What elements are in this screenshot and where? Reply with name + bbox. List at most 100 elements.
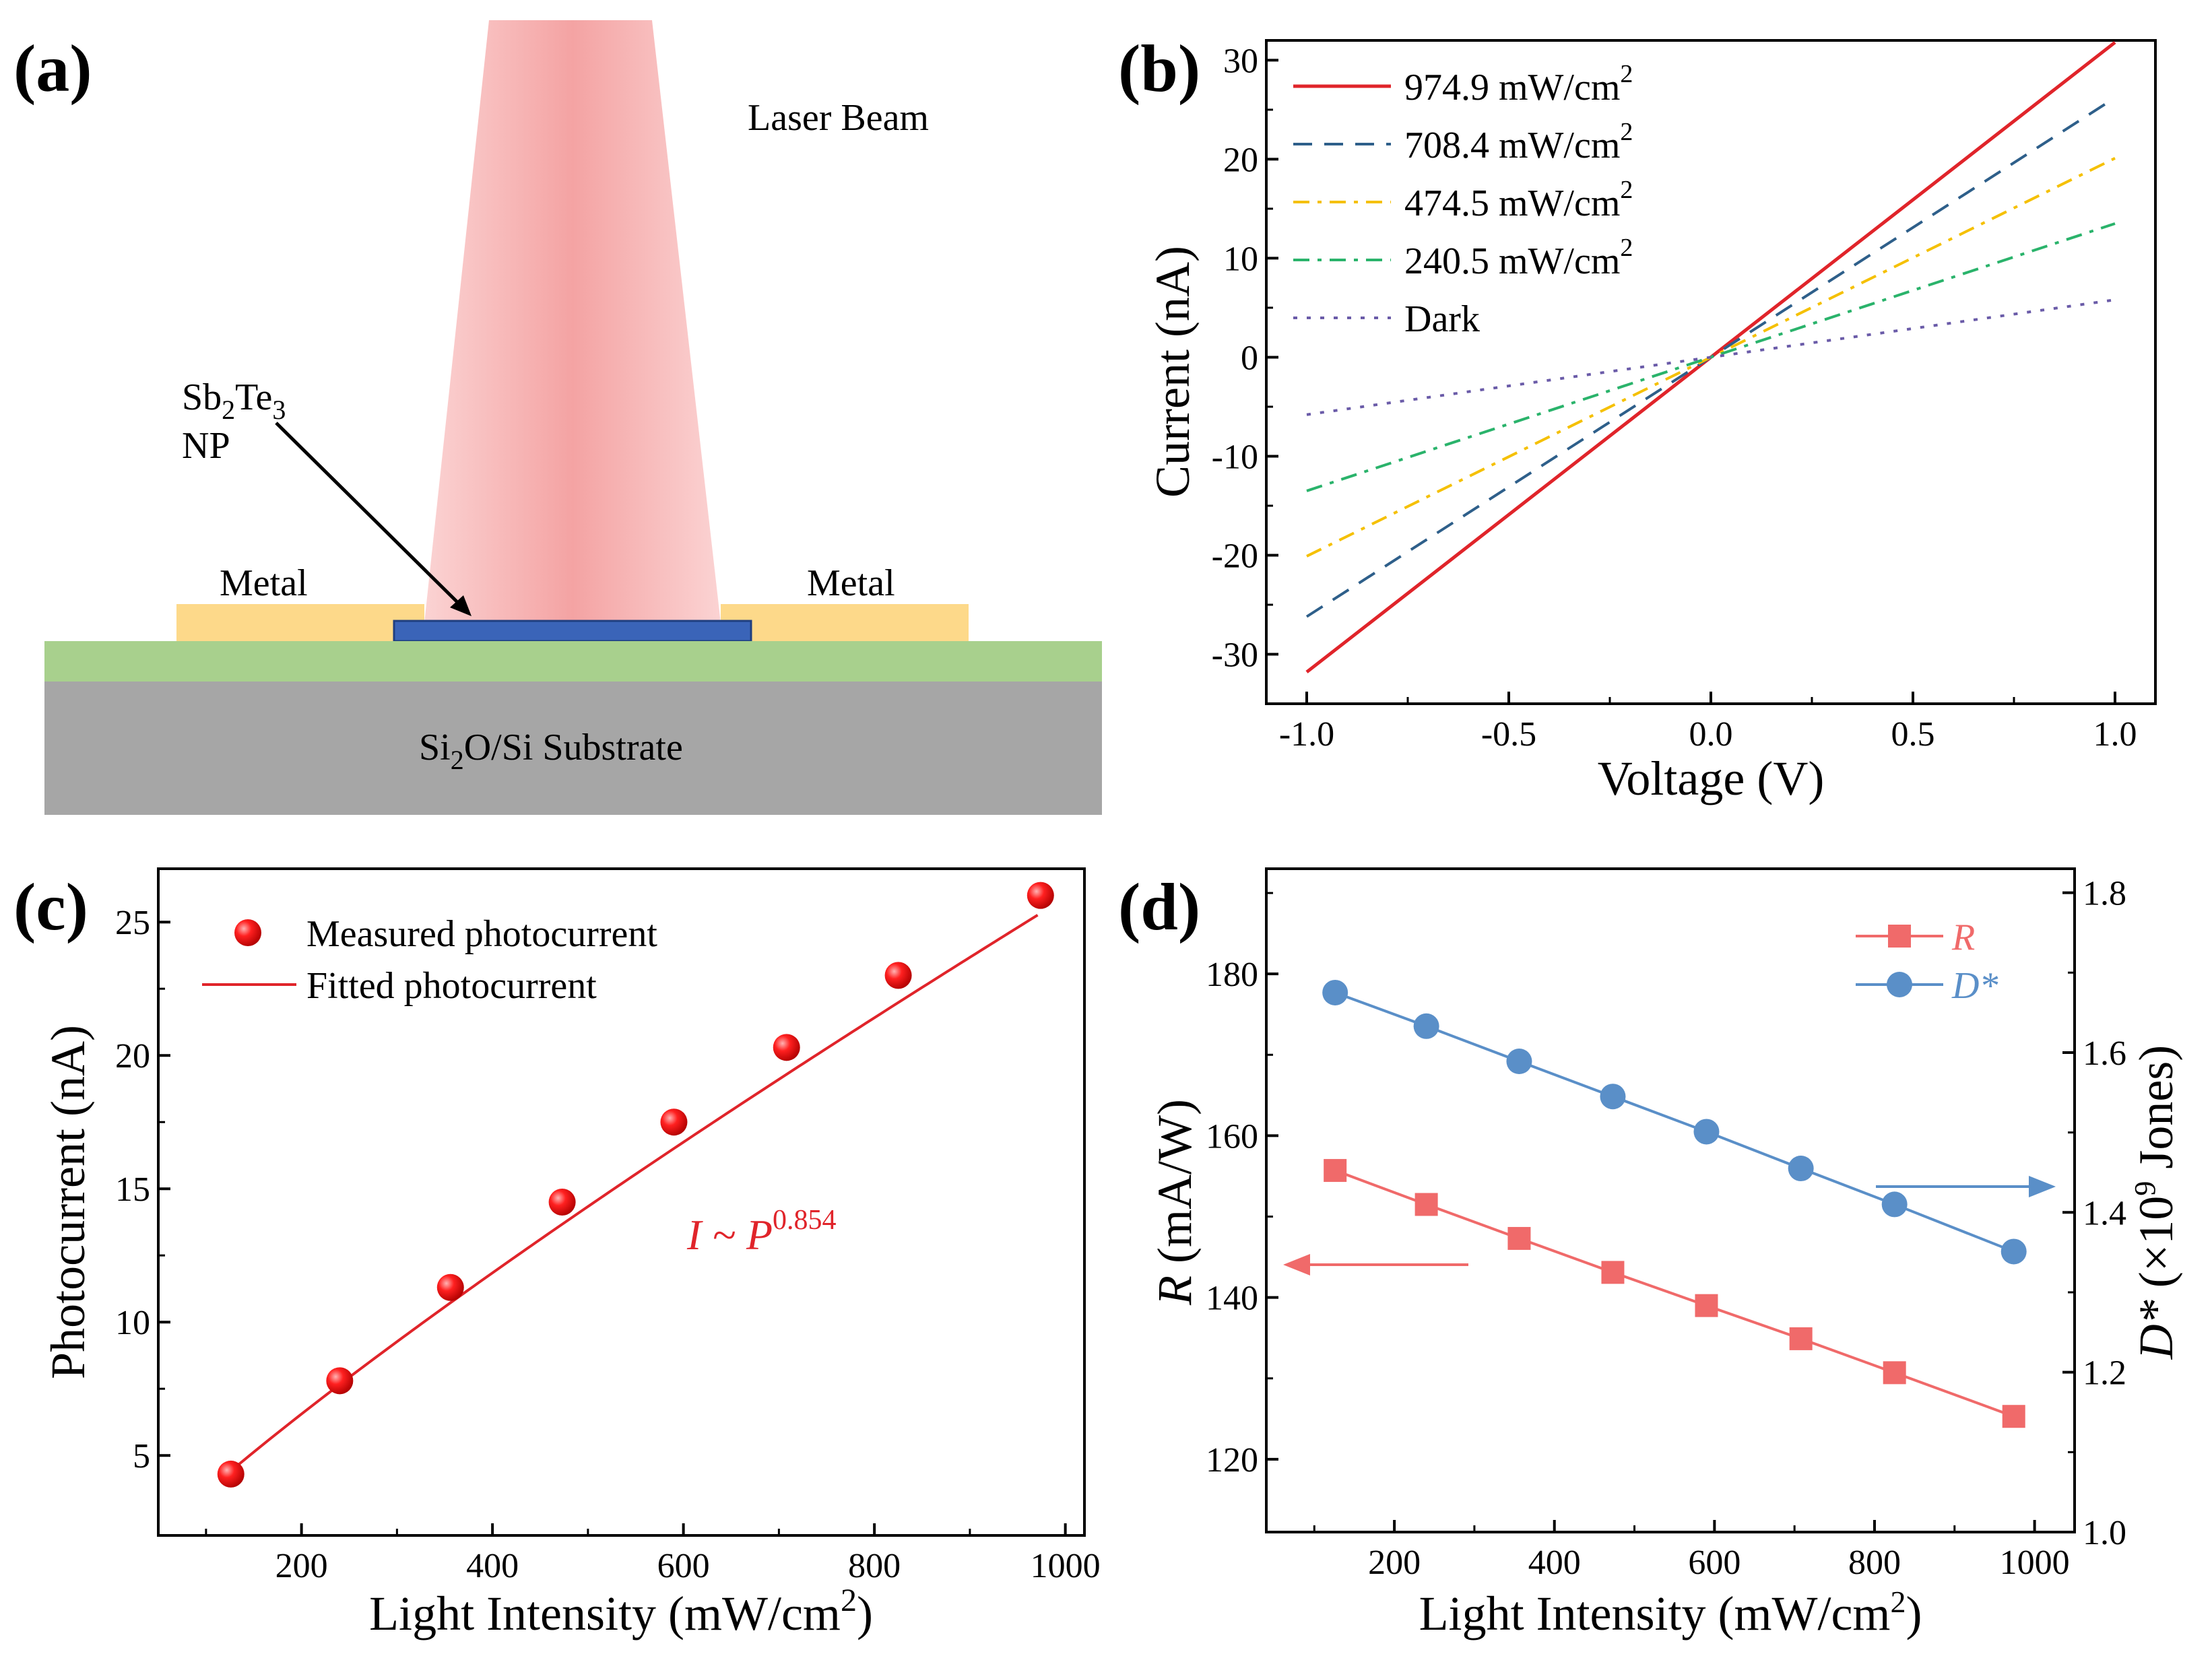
data-point-D [1693,1119,1720,1145]
legend-marker-D [1887,972,1912,997]
panel-c-plot-frame [157,867,1086,1537]
x-tick-label: 600 [657,1547,710,1585]
legend-marker-R [1888,925,1911,948]
panel-c-chart: (c) 200 400 600 800 1000 5 10 15 20 25 Measured p… [13,867,1101,1640]
data-point [660,1108,688,1136]
data-point-R [1695,1294,1718,1317]
panel-d-ylabel-left: R (mA/W) [1148,1099,1202,1306]
data-point [773,1034,800,1061]
x-tick-label: 1000 [2000,1544,2070,1582]
panel-label-a: (a) [13,31,92,106]
panel-d-legend: R D* [1856,917,1998,1007]
data-point-D [2000,1238,2027,1265]
data-point-R [1789,1327,1813,1350]
panel-c-ylabel: Photocurrent (nA) [41,1025,95,1379]
panel-d-plot-frame [1265,867,2076,1533]
panel-label-d: (d) [1118,869,1200,944]
panel-b-plot-frame [1265,39,2157,705]
legend-label-2: 474.5 mW/cm2 [1404,176,1633,224]
legend-label-1: 708.4 mW/cm2 [1404,118,1633,166]
panel-b-chart: (b) -1.0 -0.5 0.0 0.5 1.0 -30 -20 -10 0 10 20 30 97… [1118,31,2157,805]
data-point-R [1414,1193,1438,1216]
data-point [217,1460,245,1488]
data-point-D [1413,1013,1439,1039]
y-tick-label: 10 [1223,240,1258,278]
panel-a-diagram: (a) Laser Beam Sb2Te3 NP Metal Metal Si2… [13,20,1102,815]
data-point-D [1881,1191,1908,1218]
legend-label-D: D* [1951,965,1998,1007]
y-tick-label: 25 [115,904,150,942]
legend-label-R: R [1951,917,1975,958]
series-line-R [1334,1169,2015,1418]
x-tick-label: -1.0 [1279,715,1334,754]
y-tick-label: 15 [115,1170,150,1209]
series-line-3 [1306,222,2116,492]
x-tick-label: 0.5 [1891,715,1935,754]
legend-marker-measured [234,919,261,946]
arrow-left-axis-head [1283,1254,1310,1275]
panel-label-b: (b) [1118,31,1200,106]
y-tick-label: -30 [1212,636,1258,674]
arrow-right-axis-head [2029,1176,2056,1197]
oxide-layer [44,641,1102,682]
data-point-D [1600,1084,1626,1110]
y-tick-label: 30 [1223,42,1258,80]
y-tick-label: 20 [115,1037,150,1075]
data-point [436,1273,464,1301]
panel-label-c: (c) [13,869,88,944]
panel-c-xlabel: Light Intensity (mW/cm2) [369,1583,873,1640]
metal-left-pad [176,604,424,642]
data-point [548,1189,576,1216]
y-left-tick-label: 140 [1206,1280,1258,1318]
data-point [884,962,912,989]
x-tick-label: 800 [848,1547,901,1585]
x-tick-label: 600 [1688,1544,1741,1582]
x-tick-label: -0.5 [1481,715,1536,754]
legend-label-fitted: Fitted photocurrent [306,965,597,1007]
legend-label-3: 240.5 mW/cm2 [1404,234,1633,282]
panel-d-xlabel: Light Intensity (mW/cm2) [1419,1585,1922,1640]
y-right-tick-label: 1.4 [2083,1194,2126,1232]
np-material-label: Sb2Te3 [182,376,286,425]
panel-c-annotation: I ~ P0.854 [686,1205,837,1259]
laser-beam [424,20,721,623]
y-tick-label: -10 [1212,438,1258,476]
x-tick-label: 400 [466,1547,519,1585]
data-point-R [1324,1159,1347,1183]
y-right-tick-label: 1.6 [2083,1034,2126,1073]
y-tick-label: -20 [1212,537,1258,575]
x-tick-label: 0.0 [1689,715,1733,754]
data-point-R [1883,1361,1906,1385]
x-tick-label: 1000 [1031,1547,1101,1585]
y-tick-label: 5 [133,1437,150,1475]
legend-label-measured: Measured photocurrent [306,913,657,955]
panel-b-ylabel: Current (nA) [1146,246,1200,498]
y-left-tick-label: 120 [1206,1441,1258,1480]
series-line-4 [1306,298,2116,416]
x-tick-label: 200 [1368,1544,1421,1582]
data-point [326,1367,354,1395]
data-point [1027,882,1054,909]
data-point-R [1601,1261,1625,1284]
metal-right-label: Metal [807,562,895,604]
np-pointer-arrow [275,422,466,611]
panel-b-xlabel: Voltage (V) [1598,752,1825,805]
fit-line [230,914,1039,1472]
x-tick-label: 800 [1848,1544,1901,1582]
y-tick-label: 0 [1241,339,1258,377]
x-tick-label: 200 [275,1547,328,1585]
y-left-tick-label: 160 [1206,1117,1258,1156]
laser-beam-label: Laser Beam [748,97,929,139]
np-label-line2: NP [182,425,230,467]
y-right-tick-label: 1.8 [2083,875,2126,913]
data-point-D [1788,1156,1814,1182]
legend-label-0: 974.9 mW/cm2 [1404,60,1633,108]
substrate-label: Si2O/Si Substrate [419,727,683,775]
series-line-D* [1334,991,2015,1253]
x-tick-label: 1.0 [2093,715,2137,754]
np-flake [393,620,752,642]
x-tick-label: 400 [1528,1544,1581,1582]
y-right-tick-label: 1.0 [2083,1514,2126,1552]
panel-c-legend: Measured photocurrent Fitted photocurren… [202,913,657,1007]
